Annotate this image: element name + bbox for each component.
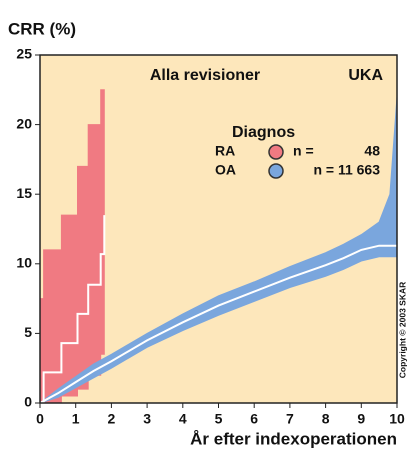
- x-axis-label: År efter indexoperationen: [190, 429, 397, 448]
- legend-label: OA: [215, 162, 236, 178]
- chart-title: Alla revisioner: [150, 67, 260, 84]
- x-tick-label: 3: [143, 411, 151, 427]
- x-tick-label: 8: [322, 411, 330, 427]
- y-tick-label: 5: [24, 324, 32, 340]
- y-tick-label: 10: [16, 255, 32, 271]
- x-tick-label: 9: [357, 411, 365, 427]
- line: [40, 215, 106, 404]
- y-tick-label: 15: [16, 185, 32, 201]
- x-tick-label: 7: [286, 411, 294, 427]
- x-tick-label: 4: [179, 411, 187, 427]
- x-tick-label: 2: [108, 411, 116, 427]
- x-tick-label: 6: [250, 411, 258, 427]
- x-tick-label: 10: [389, 411, 405, 427]
- legend-title: Diagnos: [232, 124, 295, 141]
- copyright: Copyright © 2003 SKAR: [397, 282, 407, 378]
- y-tick-label: 25: [16, 46, 32, 62]
- x-tick-label: 1: [72, 411, 80, 427]
- x-tick-label: 0: [36, 411, 44, 427]
- legend-n: n = 11 663: [313, 162, 380, 178]
- legend-n: 48: [364, 143, 380, 159]
- legend-marker: [268, 163, 284, 179]
- line: [39, 244, 397, 404]
- y-tick-label: 0: [24, 394, 32, 410]
- y-axis-label: CRR (%): [8, 19, 76, 38]
- legend-marker: [268, 144, 284, 160]
- y-tick-label: 20: [16, 115, 32, 131]
- legend-label: RA: [215, 143, 235, 159]
- legend-n-prefix: n =: [293, 143, 314, 159]
- x-tick-label: 5: [215, 411, 223, 427]
- chart-subtitle: UKA: [348, 67, 383, 84]
